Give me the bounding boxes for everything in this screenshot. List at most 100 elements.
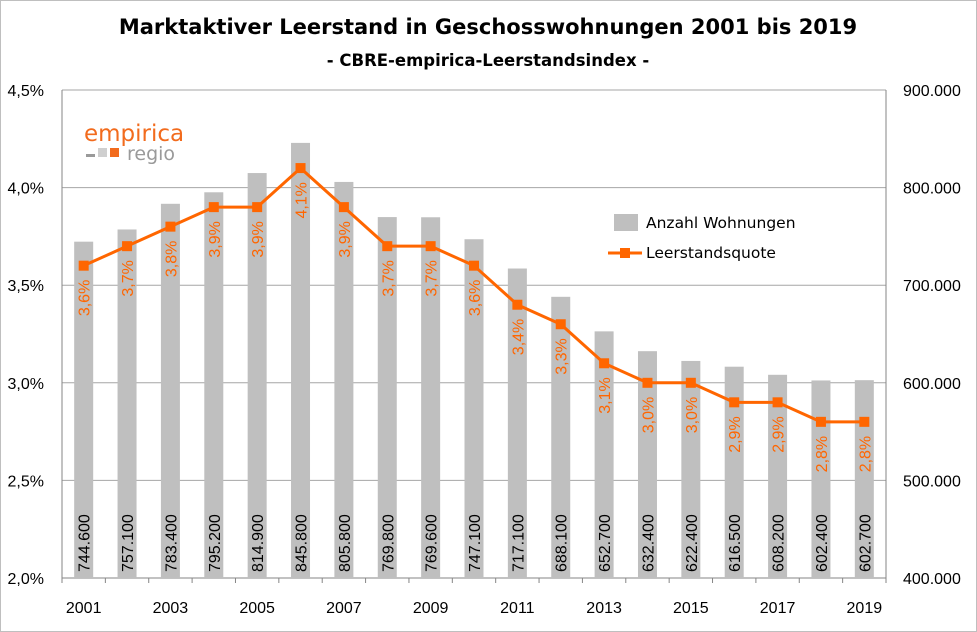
- line-marker: [512, 299, 523, 310]
- bar: [247, 173, 267, 578]
- line-data-label: 3,9%: [337, 221, 354, 257]
- bar: [724, 366, 744, 578]
- bar: [681, 360, 701, 578]
- line-marker: [382, 241, 393, 252]
- chart-subtitle: - CBRE-empirica-Leerstandsindex -: [327, 51, 649, 70]
- y-left-tick-label: 4,5%: [8, 83, 44, 100]
- bar-data-label: 757.100: [120, 514, 137, 572]
- bar-data-label: 602.700: [857, 514, 874, 572]
- line-data-label: 3,0%: [684, 397, 701, 433]
- line-marker: [165, 221, 176, 232]
- line-marker: [208, 202, 219, 213]
- y-right-tick-label: 700.000: [903, 278, 961, 295]
- line-data-label: 2,8%: [814, 436, 831, 472]
- y-left-tick-label: 3,5%: [8, 278, 44, 295]
- line-marker: [425, 241, 436, 252]
- line-data-label: 3,6%: [77, 280, 94, 316]
- bar-data-label: 616.500: [727, 514, 744, 572]
- bar: [637, 351, 657, 578]
- line-data-label: 3,0%: [640, 397, 657, 433]
- x-tick-label: 2011: [500, 600, 535, 617]
- bar: [854, 380, 874, 578]
- x-tick-label: 2015: [673, 600, 709, 617]
- line-marker: [815, 416, 826, 427]
- y-right-tick-label: 900.000: [903, 83, 961, 100]
- logo-wordmark: empirica: [84, 121, 184, 147]
- bar: [74, 241, 94, 578]
- line-data-label: 3,9%: [250, 221, 267, 257]
- x-tick-label: 2009: [413, 600, 449, 617]
- bar: [594, 331, 614, 578]
- bar: [117, 229, 137, 578]
- line-marker: [729, 397, 740, 408]
- line-data-label: 3,3%: [554, 338, 571, 374]
- line-data-label: 4,1%: [294, 182, 311, 218]
- line-data-label: 3,9%: [207, 221, 224, 257]
- line-data-label: 3,7%: [380, 260, 397, 296]
- logo-subtext: regio: [127, 143, 175, 165]
- x-tick-label: 2013: [586, 600, 622, 617]
- line-data-label: 3,7%: [424, 260, 441, 296]
- x-tick-label: 2017: [760, 600, 796, 617]
- line-data-label: 3,7%: [120, 260, 137, 296]
- legend-label-bar: Anzahl Wohnungen: [646, 214, 796, 232]
- line-marker: [295, 163, 306, 174]
- bar: [204, 192, 224, 579]
- bar-data-label: 814.900: [250, 514, 267, 572]
- line-marker: [252, 202, 263, 213]
- line-data-label: 3,6%: [467, 280, 484, 316]
- legend-swatch-bar: [614, 214, 638, 231]
- x-tick-label: 2007: [326, 600, 362, 617]
- bar-data-label: 769.800: [380, 514, 397, 572]
- line-data-label: 3,1%: [597, 377, 614, 413]
- line-marker: [469, 260, 479, 271]
- line-data-label: 3,4%: [510, 319, 527, 355]
- y-right-tick-label: 400.000: [903, 571, 961, 588]
- line-data-label: 2,8%: [857, 436, 874, 472]
- line-marker: [859, 416, 870, 427]
- y-left-tick-label: 2,0%: [8, 571, 44, 588]
- line-marker: [338, 202, 349, 213]
- y-left-tick-label: 3,0%: [8, 376, 44, 393]
- y-right-tick-label: 500.000: [903, 473, 961, 490]
- bar: [811, 380, 831, 578]
- bar-data-label: 652.700: [597, 514, 614, 572]
- y-left-tick-label: 2,5%: [8, 473, 44, 490]
- line-marker: [555, 319, 566, 330]
- bar-data-label: 795.200: [207, 514, 224, 572]
- line-marker: [772, 397, 783, 408]
- line-marker: [599, 358, 610, 369]
- line-marker: [642, 377, 653, 388]
- legend-marker-line: [620, 248, 630, 258]
- bar-data-label: 632.400: [640, 514, 657, 572]
- logo-square-orange-icon: [110, 148, 119, 157]
- line-marker: [122, 241, 133, 252]
- bar-data-label: 688.100: [554, 514, 571, 572]
- x-tick-label: 2003: [153, 600, 189, 617]
- bar-data-label: 608.200: [771, 514, 788, 572]
- bar-data-label: 845.800: [294, 514, 311, 572]
- line-data-label: 3,8%: [163, 241, 180, 277]
- bar-data-label: 783.400: [163, 514, 180, 572]
- bar: [421, 217, 441, 579]
- bar-data-label: 622.400: [684, 514, 701, 572]
- line-marker: [78, 260, 89, 271]
- logo-square-gray-icon: [98, 148, 107, 157]
- y-right-tick-label: 800.000: [903, 181, 961, 198]
- bar-data-label: 769.600: [424, 514, 441, 572]
- legend-label-line: Leerstandsquote: [646, 244, 776, 262]
- x-tick-label: 2019: [847, 600, 883, 617]
- bar: [377, 217, 397, 578]
- x-tick-label: 2005: [239, 600, 275, 617]
- y-left-tick-label: 4,0%: [8, 181, 44, 198]
- bar: [464, 239, 484, 578]
- bar-data-label: 747.100: [467, 514, 484, 572]
- bar-data-label: 717.100: [510, 514, 527, 572]
- line-data-label: 2,9%: [771, 416, 788, 452]
- chart-title: Marktaktiver Leerstand in Geschosswohnun…: [119, 15, 857, 39]
- bar: [551, 296, 571, 578]
- bar: [291, 142, 311, 578]
- bar-data-label: 744.600: [77, 514, 94, 572]
- bar-data-label: 602.400: [814, 514, 831, 572]
